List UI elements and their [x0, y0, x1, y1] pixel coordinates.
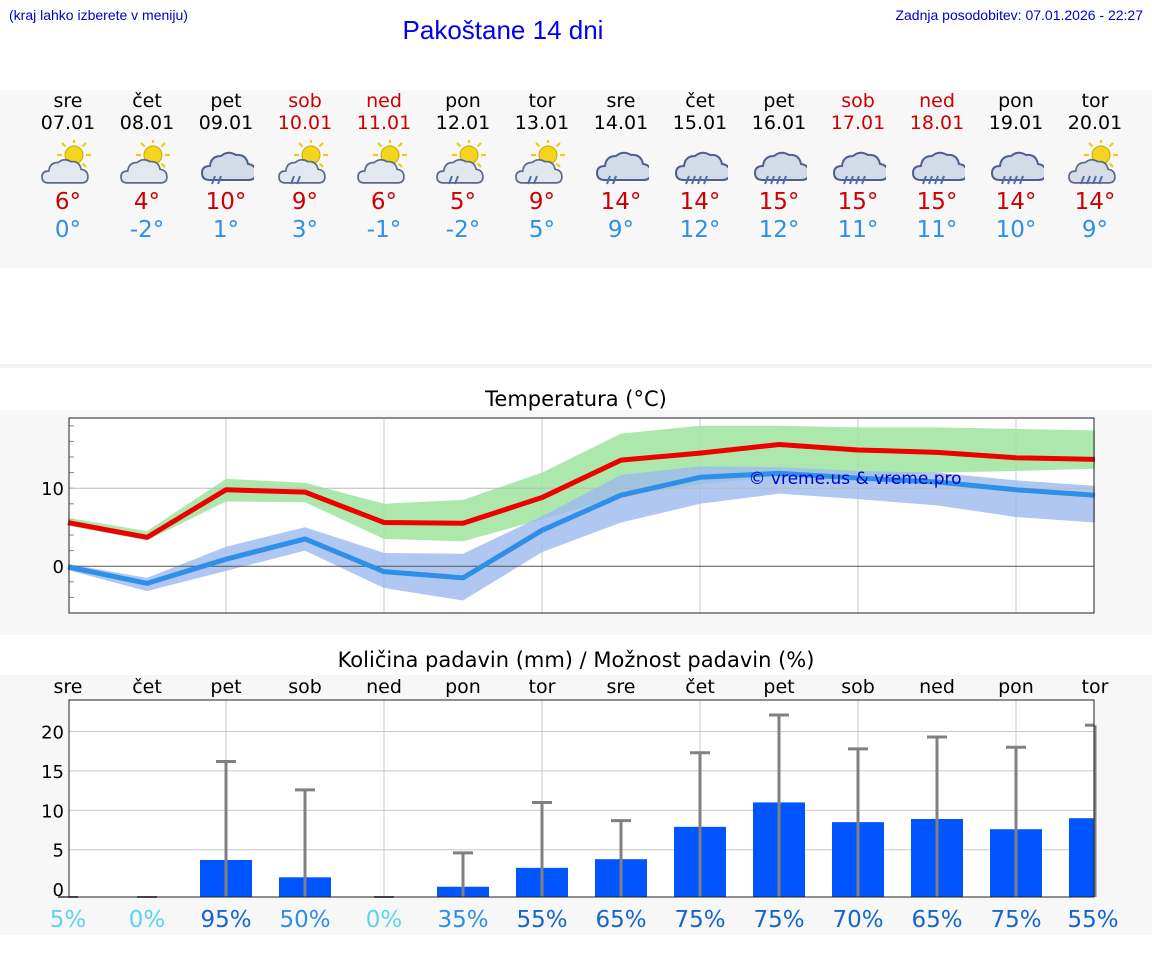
max-temperature: 4°	[133, 189, 161, 215]
day-name: sob	[288, 90, 322, 112]
day-name: ned	[366, 90, 402, 112]
sun-cloud-icon	[345, 140, 424, 186]
day-date: 14.01	[593, 112, 649, 134]
day-column: sob 10.01 9° 3°	[266, 90, 345, 244]
max-temperature: 6°	[54, 189, 82, 215]
max-temperature: 14°	[995, 189, 1037, 215]
min-temperature: 9°	[607, 217, 635, 243]
rain-cloud-icon	[582, 140, 661, 186]
day-date: 10.01	[277, 112, 333, 134]
sun-heavy-rain-icon	[1056, 140, 1135, 186]
sun-rain-icon	[424, 140, 503, 186]
day-column: sre 07.01 6° 0°	[29, 90, 108, 244]
day-column: pon 19.01 14° 10°	[977, 90, 1056, 244]
day-name: ned	[919, 90, 955, 112]
day-column: sre 14.01 14° 9°	[582, 90, 661, 244]
day-name: pet	[210, 90, 242, 112]
day-name: sre	[53, 90, 83, 112]
day-column: pon 12.01 5° -2°	[424, 90, 503, 244]
max-temperature: 14°	[679, 189, 721, 215]
menu-note[interactable]: (kraj lahko izberete v meniju)	[9, 7, 188, 23]
day-name: pon	[998, 90, 1034, 112]
day-date: 15.01	[672, 112, 728, 134]
max-temperature: 15°	[837, 189, 879, 215]
day-name: tor	[528, 90, 556, 112]
day-date: 09.01	[198, 112, 254, 134]
day-date: 11.01	[356, 112, 412, 134]
day-date: 17.01	[830, 112, 886, 134]
day-name: čet	[685, 90, 715, 112]
heavy-rain-cloud-icon	[661, 140, 740, 186]
min-temperature: -1°	[366, 217, 402, 243]
day-column: pet 09.01 10° 1°	[187, 90, 266, 244]
max-temperature: 9°	[291, 189, 319, 215]
min-temperature: 12°	[679, 217, 721, 243]
heavy-rain-cloud-icon	[819, 140, 898, 186]
sun-rain-icon	[503, 140, 582, 186]
max-temperature: 10°	[205, 189, 247, 215]
max-temperature: 14°	[600, 189, 642, 215]
section-divider	[0, 364, 1152, 368]
day-name: sre	[606, 90, 636, 112]
sun-cloud-icon	[108, 140, 187, 186]
day-name: sob	[841, 90, 875, 112]
min-temperature: 1°	[212, 217, 240, 243]
heavy-rain-cloud-icon	[740, 140, 819, 186]
min-temperature: 9°	[1081, 217, 1109, 243]
min-temperature: 0°	[54, 217, 82, 243]
precipitation-chart-title: Količina padavin (mm) / Možnost padavin …	[337, 648, 815, 672]
day-column: tor 13.01 9° 5°	[503, 90, 582, 244]
day-date: 13.01	[514, 112, 570, 134]
min-temperature: -2°	[445, 217, 481, 243]
day-date: 12.01	[435, 112, 491, 134]
min-temperature: -2°	[129, 217, 165, 243]
min-temperature: 11°	[837, 217, 879, 243]
sun-cloud-icon	[29, 140, 108, 186]
day-name: pet	[763, 90, 795, 112]
day-column: ned 18.01 15° 11°	[898, 90, 977, 244]
max-temperature: 9°	[528, 189, 556, 215]
max-temperature: 6°	[370, 189, 398, 215]
max-temperature: 5°	[449, 189, 477, 215]
day-column: čet 15.01 14° 12°	[661, 90, 740, 244]
day-name: tor	[1081, 90, 1109, 112]
max-temperature: 15°	[916, 189, 958, 215]
day-date: 19.01	[988, 112, 1044, 134]
min-temperature: 3°	[291, 217, 319, 243]
day-name: pon	[445, 90, 481, 112]
day-column: pet 16.01 15° 12°	[740, 90, 819, 244]
day-date: 07.01	[40, 112, 96, 134]
precipitation-band	[0, 675, 1152, 935]
day-column: ned 11.01 6° -1°	[345, 90, 424, 244]
heavy-rain-cloud-icon	[977, 140, 1056, 186]
day-date: 20.01	[1067, 112, 1123, 134]
sun-rain-icon	[266, 140, 345, 186]
last-update: Zadnja posodobitev: 07.01.2026 - 22:27	[895, 7, 1143, 23]
min-temperature: 12°	[758, 217, 800, 243]
min-temperature: 5°	[528, 217, 556, 243]
day-column: čet 08.01 4° -2°	[108, 90, 187, 244]
day-date: 16.01	[751, 112, 807, 134]
max-temperature: 14°	[1074, 189, 1116, 215]
temperature-band	[0, 410, 1152, 635]
temperature-chart-title: Temperatura (°C)	[485, 387, 667, 411]
min-temperature: 10°	[995, 217, 1037, 243]
day-date: 08.01	[119, 112, 175, 134]
day-date: 18.01	[909, 112, 965, 134]
rain-cloud-icon	[187, 140, 266, 186]
heavy-rain-cloud-icon	[898, 140, 977, 186]
min-temperature: 11°	[916, 217, 958, 243]
max-temperature: 15°	[758, 189, 800, 215]
day-column: sob 17.01 15° 11°	[819, 90, 898, 244]
page-title: Pakoštane 14 dni	[402, 15, 604, 45]
day-name: čet	[132, 90, 162, 112]
day-column: tor 20.01 14° 9°	[1056, 90, 1135, 244]
